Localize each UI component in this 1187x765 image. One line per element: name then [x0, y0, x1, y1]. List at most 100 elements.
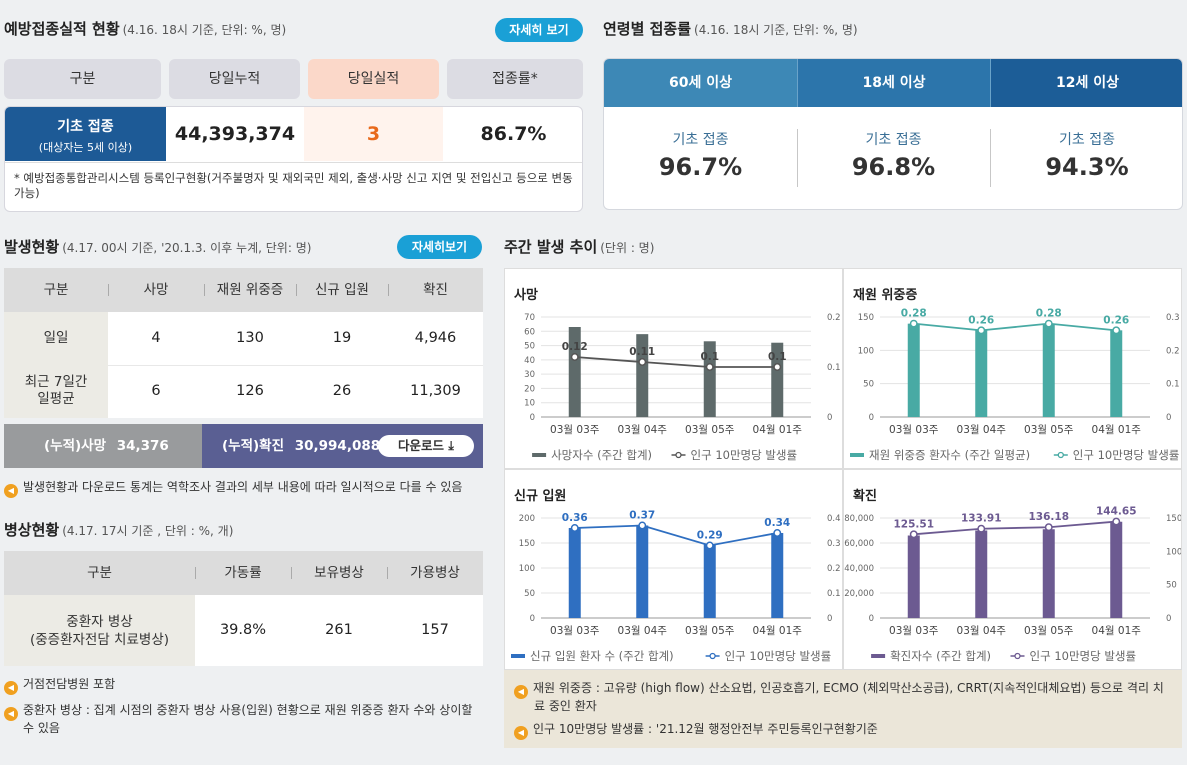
download-button[interactable]: 다운로드 ⤓	[378, 435, 474, 457]
occurrence-detail-button[interactable]: 자세히보기	[397, 235, 482, 259]
age-cell-18-label: 기초 접종	[865, 132, 922, 148]
cum-confirmed-box: (누적)확진 30,994,088 다운로드 ⤓	[202, 424, 483, 468]
speaker-icon: ◀	[514, 685, 528, 699]
x-tick-label: 03월 05주	[685, 625, 735, 637]
y-tick-right: 0.2	[1166, 346, 1180, 356]
occ-weekly-severe: 126	[236, 383, 264, 399]
age-group-18: 18세 이상	[797, 59, 990, 107]
age-cell-12-label: 기초 접종	[1059, 132, 1115, 148]
bar	[1110, 330, 1123, 417]
y-tick-left: 60	[524, 327, 535, 337]
age-cell-12: 기초 접종 94.3%	[990, 107, 1182, 209]
y-tick-right: 50	[1166, 581, 1177, 591]
age-group-60: 60세 이상	[604, 59, 797, 107]
line-point	[570, 524, 579, 532]
legend-line-label: 인구 10만명당 발생률	[1030, 649, 1137, 663]
chart-title: 확진	[853, 489, 877, 504]
y-tick-left: 50	[524, 342, 535, 352]
y-tick-left: 70	[524, 313, 535, 323]
vaccination-header-today: 당일실적	[308, 59, 439, 99]
beds-title-text: 병상현황	[4, 521, 60, 539]
occ-daily-severe: 130	[236, 330, 264, 346]
x-tick-label: 03월 03주	[889, 424, 939, 436]
x-tick-label: 03월 04주	[957, 625, 1007, 637]
y-tick-left: 80,000	[844, 514, 874, 524]
beds-available: 157	[421, 622, 449, 638]
x-tick-label: 04월 01주	[1092, 424, 1142, 436]
vaccination-cumulative: 44,393,374	[174, 123, 296, 145]
weekly-title: 주간 발생 추이 (단위 : 명)	[504, 236, 654, 257]
y-tick-left: 20,000	[844, 589, 874, 599]
vaccination-subtitle: (4.16. 18시 기준, 단위: %, 명)	[122, 23, 287, 37]
cum-death-value: 34,376	[116, 438, 169, 454]
chart-title: 사망	[514, 288, 538, 303]
age-divider	[797, 129, 798, 187]
vaccination-header-cumulative: 당일누적	[169, 59, 300, 99]
occ-weekly-confirmed: 11,309	[410, 383, 461, 399]
header-sep	[204, 284, 205, 296]
speaker-icon: ◀	[4, 484, 18, 498]
y-tick-right: 0	[827, 413, 832, 423]
y-tick-left: 200	[519, 514, 535, 524]
y-tick-left: 100	[858, 346, 874, 356]
data-label: 0.36	[562, 512, 588, 524]
age-rates-subtitle: (4.16. 18시 기준, 단위: %, 명)	[694, 23, 858, 37]
vaccination-row: 기초 접종 (대상자는 5세 이상) 44,393,374 3 86.7% * …	[4, 106, 583, 212]
cum-confirmed-value: 30,994,088	[294, 438, 381, 454]
line-point	[1044, 319, 1053, 328]
occurrence-subtitle: (4.17. 00시 기준, '20.1.3. 이후 누계, 단위: 명)	[62, 241, 312, 255]
speaker-icon: ◀	[4, 681, 18, 695]
occ-row-daily-label: 일일	[4, 312, 108, 365]
legend-line-label: 인구 10만명당 발생률	[691, 448, 798, 462]
occ-header-severe: 재원 위중증	[216, 282, 284, 298]
bar	[907, 535, 920, 618]
header-sep	[291, 567, 292, 579]
download-label: 다운로드	[398, 438, 445, 453]
line-point	[638, 521, 647, 530]
data-label: 0.29	[697, 530, 723, 542]
vaccination-title: 예방접종실적 현황 (4.16. 18시 기준, 단위: %, 명)	[4, 18, 286, 39]
weekly-note-2-text: 인구 10만명당 발생률 : '21.12월 행정안전부 주민등록인구현황기준	[533, 722, 878, 736]
data-label: 133.91	[961, 513, 1002, 525]
occurrence-table-header	[4, 268, 483, 312]
line-point	[977, 326, 986, 335]
data-label: 0.34	[764, 517, 790, 529]
data-label: 0.1	[700, 351, 719, 363]
legend-bar-label: 신규 입원 환자 수 (주간 합계)	[530, 649, 674, 663]
beds-note-1: ◀ 거점전담병원 포함	[4, 677, 484, 695]
legend-line-label: 인구 10만명당 발생률	[1073, 448, 1180, 462]
occ-row-weekly-label: 최근 7일간 일평균	[4, 365, 108, 418]
weekly-note-2: ◀ 인구 10만명당 발생률 : '21.12월 행정안전부 주민등록인구현황기준	[514, 722, 1174, 740]
data-label: 0.28	[1036, 308, 1062, 320]
vaccination-detail-button[interactable]: 자세히 보기	[495, 18, 583, 42]
weekly-subtitle: (단위 : 명)	[600, 241, 655, 255]
y-tick-left: 50	[863, 380, 874, 390]
x-tick-label: 03월 05주	[1024, 625, 1074, 637]
y-tick-right: 0.3	[827, 539, 841, 549]
bar	[907, 323, 920, 417]
chart-confirmed-svg: 0 20,000 40,000 60,000 80,000 0 50 100 150 125.51…	[844, 506, 1181, 663]
beds-header-utilization: 가동률	[224, 565, 262, 581]
y-tick-right: 0.1	[827, 589, 841, 599]
occ-header-confirmed: 확진	[423, 282, 448, 298]
x-tick-label: 03월 04주	[957, 424, 1007, 436]
legend-bar-swatch	[511, 654, 525, 658]
age-cell-18-value: 96.8%	[851, 153, 936, 181]
data-label: 0.26	[1103, 314, 1129, 326]
data-label: 125.51	[893, 518, 934, 530]
line-point	[638, 358, 647, 366]
x-tick-label: 03월 03주	[550, 424, 600, 436]
legend-bar-label: 재원 위중증 환자수 (주간 일평균)	[869, 448, 1030, 462]
occurrence-note-text: 발생현황과 다운로드 통계는 역학조사 결과의 세부 내용에 따라 일시적으로 …	[23, 480, 463, 494]
beds-table-header	[4, 551, 483, 595]
vaccination-title-text: 예방접종실적 현황	[4, 20, 120, 38]
bar	[636, 525, 649, 618]
beds-title: 병상현황 (4.17. 17시 기준 , 단위 : %, 개)	[4, 519, 233, 540]
x-tick-label: 03월 04주	[618, 625, 668, 637]
age-divider	[990, 129, 991, 187]
occ-weekly-admission: 26	[332, 383, 352, 399]
legend-bar-swatch	[532, 453, 547, 457]
x-tick-label: 03월 03주	[550, 625, 600, 637]
chart-panel-confirmed: 확진 0 20,000 40,000 60,000 80,000 0 50 100 150 125…	[843, 469, 1182, 670]
y-tick-left: 0	[869, 614, 874, 624]
